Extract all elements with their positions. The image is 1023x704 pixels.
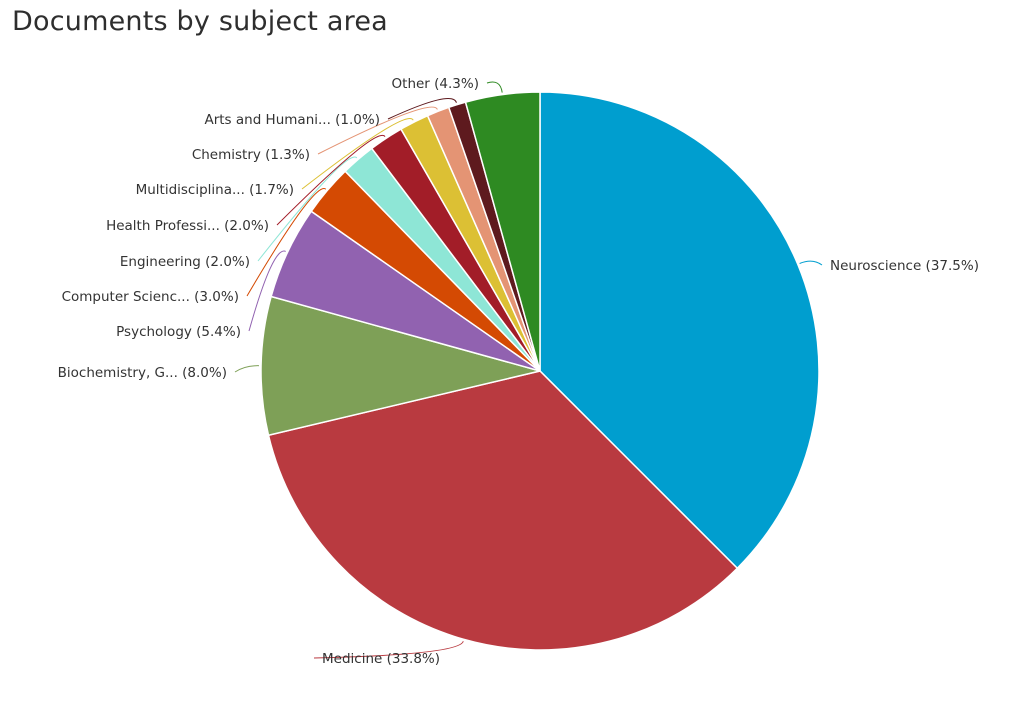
slice-label-engineering: Engineering (2.0%) <box>120 254 250 270</box>
slice-label-neuroscience: Neuroscience (37.5%) <box>830 258 979 274</box>
slice-label-psychology: Psychology (5.4%) <box>116 324 241 340</box>
slice-label-health-professi: Health Professi... (2.0%) <box>106 218 269 234</box>
leader-line-psychology <box>248 250 286 332</box>
slice-label-computer-scienc: Computer Scienc... (3.0%) <box>62 289 239 305</box>
pie-slice-other[interactable] <box>464 91 541 372</box>
leader-line-chemistry <box>317 106 438 155</box>
slice-labels: Neuroscience (37.5%) Medicine (33.8%) Bioc… <box>58 76 979 667</box>
leader-line-multidisciplina <box>301 118 414 190</box>
chart-title: Documents by subject area <box>12 6 388 37</box>
slice-label-other: Other (4.3%) <box>392 76 479 92</box>
slice-label-medicine: Medicine (33.8%) <box>322 651 440 667</box>
leader-line-health-professi <box>276 134 386 226</box>
slice-label-arts-and-humani: Arts and Humani... (1.0%) <box>204 112 380 128</box>
pie-slice-neuroscience[interactable] <box>539 91 820 570</box>
slice-label-biochemistry-g: Biochemistry, G... (8.0%) <box>58 365 227 381</box>
leader-line-arts-and-humani <box>387 98 457 120</box>
leader-line-neuroscience <box>799 260 823 266</box>
pie-slices <box>260 91 820 651</box>
leader-line-engineering <box>257 156 358 262</box>
pie-slice-biochemistry-g[interactable] <box>260 295 541 437</box>
leader-line-other <box>486 81 503 93</box>
pie-slice-medicine[interactable] <box>267 370 739 651</box>
leader-line-medicine <box>313 641 464 659</box>
leader-lines <box>234 81 823 659</box>
leader-line-computer-scienc <box>246 188 327 297</box>
slice-label-multidisciplina: Multidisciplina... (1.7%) <box>136 182 294 198</box>
leader-line-biochemistry-g <box>234 365 260 373</box>
slice-label-chemistry: Chemistry (1.3%) <box>192 147 310 163</box>
